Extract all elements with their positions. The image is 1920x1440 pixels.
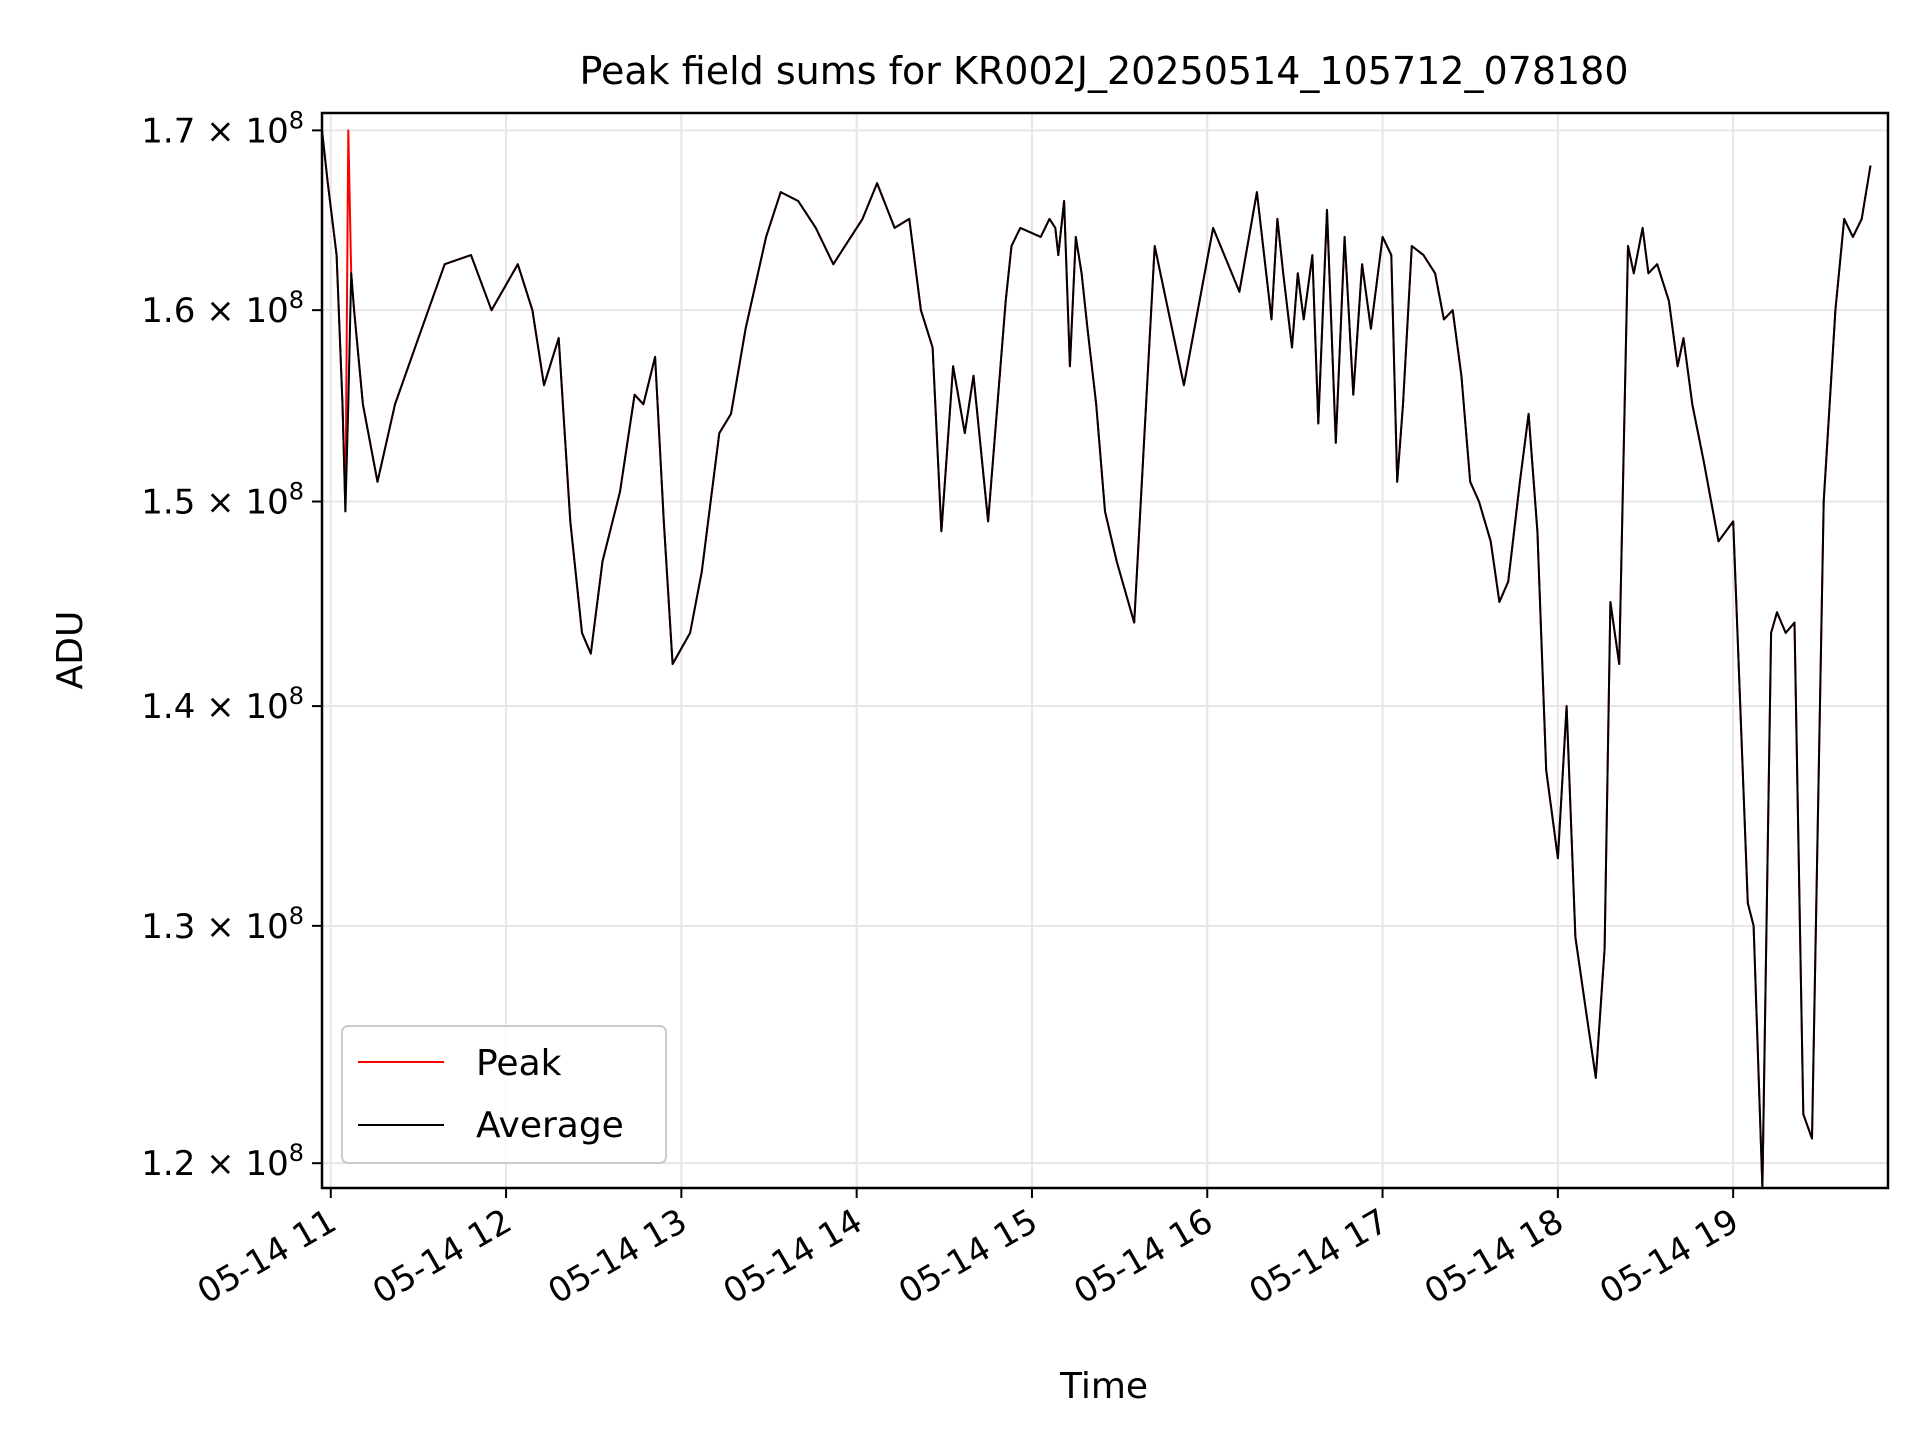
x-tick-label: 05-14 12 [366,1201,518,1312]
x-tick-label: 05-14 17 [1243,1201,1395,1312]
plot-area-frame [320,111,1890,1190]
x-axis: 05-14 11 05-14 12 05-14 13 05-14 14 05-14 15… [191,1188,1746,1312]
y-tick-label: 1.6 × 108 [141,286,304,331]
y-axis-label: ADU [50,611,91,690]
x-tick-label: 05-14 16 [1067,1201,1219,1312]
legend: Peak Average [341,1025,667,1164]
y-tick-label: 1.2 × 108 [141,1139,304,1184]
y-tick-label: 1.7 × 108 [141,106,304,151]
legend-average-label: Average [476,1105,624,1146]
y-tick-label: 1.4 × 108 [141,682,304,727]
x-tick-label: 05-14 15 [892,1201,1044,1312]
x-axis-label: Time [1059,1366,1148,1407]
x-tick-label: 05-14 19 [1593,1201,1745,1312]
series-line-average [321,130,1872,1189]
y-tick-label: 1.5 × 108 [141,478,304,523]
series-lines [321,129,1872,1189]
y-axis: 1.2 × 108 1.3 × 108 1.4 × 108 1.5 × 108 1.6 … [141,106,322,1184]
legend-peak-label: Peak [476,1043,562,1084]
chart-title: Peak field sums for KR002J_20250514_1057… [579,49,1628,93]
x-tick-label: 05-14 13 [541,1201,693,1312]
legend-box [341,1025,667,1164]
x-tick-label: 05-14 14 [717,1201,869,1312]
y-tick-label: 1.3 × 108 [141,902,304,947]
x-tick-label: 05-14 18 [1418,1201,1570,1312]
x-tick-label: 05-14 11 [191,1201,343,1312]
